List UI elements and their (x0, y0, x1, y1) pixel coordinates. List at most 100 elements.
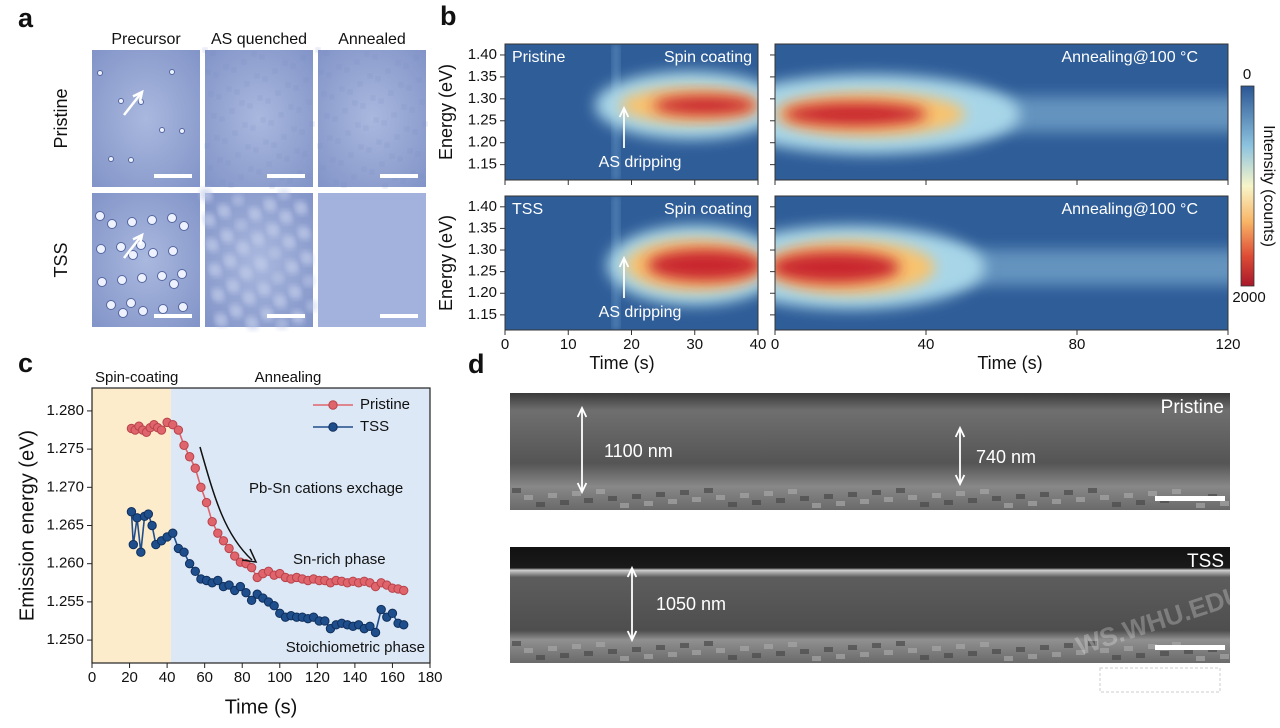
substrate-grain (608, 496, 617, 501)
texture (303, 275, 315, 287)
substrate-grain (776, 498, 785, 503)
arrow-head (618, 255, 630, 268)
data-point (126, 507, 137, 517)
texture (290, 288, 302, 300)
texture (265, 98, 271, 104)
texture (241, 59, 247, 65)
substrate-grain (788, 642, 797, 647)
texture (256, 169, 262, 175)
texture (216, 94, 222, 100)
substrate-grain (1088, 641, 1097, 646)
substrate-grain (548, 493, 557, 498)
data-point (320, 616, 330, 626)
substrate-grain (836, 654, 845, 659)
substrate-grain (884, 650, 893, 655)
colorbar-tick-label: 0 (1243, 66, 1251, 83)
data-point (179, 547, 189, 557)
texture (278, 188, 290, 200)
crystal (168, 246, 178, 256)
texture (263, 139, 269, 145)
substrate-grain (1064, 643, 1073, 648)
data-point (218, 536, 229, 546)
substrate-grain (884, 497, 893, 502)
micrograph (92, 50, 200, 187)
annotation: Annealing@100 °C (1061, 201, 1198, 218)
substrate-grain (752, 500, 761, 505)
texture (219, 116, 225, 122)
substrate-grain (920, 655, 929, 660)
sample-label: Pristine (1161, 397, 1224, 418)
crystal (137, 273, 147, 283)
y-tick-label: 1.15 (468, 306, 497, 323)
substrate-grain (584, 651, 593, 656)
texture (278, 112, 284, 118)
substrate-grain (956, 644, 965, 649)
texture (228, 282, 240, 294)
y-tick-label: 1.20 (468, 134, 497, 151)
texture (344, 67, 350, 73)
substrate-grain (944, 653, 953, 658)
texture (415, 151, 421, 157)
texture (335, 138, 341, 144)
texture (234, 89, 240, 95)
texture (238, 174, 244, 180)
crystal (118, 308, 128, 318)
texture (235, 152, 241, 158)
y-tick-label: 1.260 (46, 555, 84, 572)
texture (276, 318, 288, 330)
data-point (201, 497, 212, 508)
texture (404, 126, 410, 132)
y-tick-label: 1.40 (468, 198, 497, 215)
substrate-grain (716, 648, 725, 653)
substrate-grain (620, 656, 629, 661)
arrow-head (132, 232, 144, 246)
texture (370, 95, 376, 101)
texture (219, 207, 231, 219)
texture (205, 69, 211, 75)
texture (384, 142, 390, 148)
data-point (184, 452, 195, 462)
panel-label: b (440, 1, 457, 31)
texture (385, 68, 391, 74)
texture (395, 60, 401, 66)
substrate-grain (848, 645, 857, 650)
y-tick-label: 1.270 (46, 478, 84, 495)
texture (379, 161, 385, 167)
texture (262, 76, 268, 82)
y-tick-label: 1.25 (468, 263, 497, 280)
x-tick-label: 40 (750, 336, 767, 353)
data-point (370, 627, 381, 638)
crystal (169, 69, 175, 75)
arrow-head (626, 565, 638, 578)
texture (347, 89, 353, 95)
annotation: AS dripping (599, 304, 682, 321)
x-tick-label: 30 (686, 336, 703, 353)
watermark-logo (1099, 667, 1221, 693)
texture (248, 166, 254, 172)
substrate-grain (1184, 649, 1193, 654)
texture (223, 64, 229, 70)
texture (239, 100, 245, 106)
texture (245, 144, 251, 150)
y-tick-label: 1.15 (468, 156, 497, 173)
legend-label: TSS (360, 418, 389, 435)
x-tick-label: 60 (196, 669, 213, 686)
y-tick-label: 1.250 (46, 631, 84, 648)
substrate-grain (560, 500, 569, 505)
crystal (148, 248, 158, 258)
substrate-grain (572, 644, 581, 649)
sem-image (510, 547, 1230, 663)
texture (303, 77, 309, 83)
y-axis-label: Energy (eV) (436, 215, 456, 311)
x-axis-label: Time (s) (589, 353, 654, 373)
crystal (97, 277, 107, 287)
texture (412, 129, 418, 135)
data-point (168, 528, 178, 538)
texture (222, 232, 234, 244)
substrate-grain (668, 652, 677, 657)
texture (257, 95, 263, 101)
crystal (159, 127, 165, 133)
arrow (123, 234, 143, 259)
x-tick-label: 0 (501, 336, 509, 353)
